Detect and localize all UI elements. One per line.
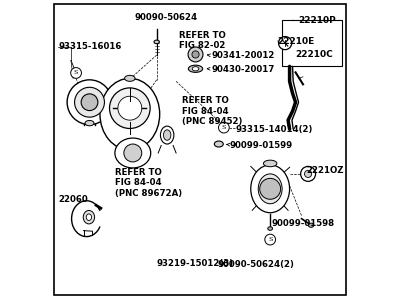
Text: REFER TO
FIG 84-04
(PNC 89672A): REFER TO FIG 84-04 (PNC 89672A) — [115, 168, 182, 198]
Circle shape — [67, 80, 112, 124]
Ellipse shape — [86, 214, 92, 220]
Text: 22060: 22060 — [58, 195, 88, 204]
Text: 90099-01599: 90099-01599 — [230, 141, 293, 150]
Ellipse shape — [160, 126, 174, 144]
Ellipse shape — [258, 174, 282, 204]
Circle shape — [188, 47, 203, 62]
Circle shape — [110, 88, 150, 128]
Circle shape — [81, 94, 98, 111]
Circle shape — [192, 51, 199, 58]
Circle shape — [118, 96, 142, 120]
Text: S: S — [222, 125, 226, 130]
Text: 93219-15012(3): 93219-15012(3) — [157, 259, 234, 268]
Text: S: S — [74, 70, 78, 76]
Ellipse shape — [188, 65, 203, 72]
Text: 93315-14014(2): 93315-14014(2) — [236, 124, 313, 134]
Ellipse shape — [214, 141, 223, 147]
Ellipse shape — [164, 130, 171, 140]
Circle shape — [278, 37, 292, 50]
Ellipse shape — [268, 227, 272, 230]
Text: 90341-20012: 90341-20012 — [212, 51, 275, 60]
Ellipse shape — [251, 165, 290, 213]
Circle shape — [71, 68, 82, 78]
Text: REFER TO
FIG 82-02: REFER TO FIG 82-02 — [179, 31, 226, 50]
Ellipse shape — [100, 78, 160, 150]
Ellipse shape — [192, 67, 199, 71]
Ellipse shape — [264, 160, 277, 167]
Ellipse shape — [308, 223, 314, 227]
Ellipse shape — [125, 75, 135, 81]
Text: REFER TO
FIG 84-04
(PNC 89452): REFER TO FIG 84-04 (PNC 89452) — [182, 96, 242, 126]
Circle shape — [218, 122, 229, 133]
Circle shape — [260, 178, 281, 199]
Circle shape — [301, 167, 316, 182]
Text: 22210P: 22210P — [298, 16, 336, 25]
Text: 93315-16016: 93315-16016 — [58, 43, 122, 52]
Ellipse shape — [83, 211, 94, 224]
Text: 2221OZ: 2221OZ — [306, 167, 344, 176]
Circle shape — [304, 170, 312, 178]
Text: 22210C: 22210C — [296, 50, 333, 59]
Circle shape — [265, 234, 276, 245]
Text: 90090-50624: 90090-50624 — [134, 13, 197, 22]
Text: 90099-01598: 90099-01598 — [272, 219, 335, 228]
Text: S: S — [268, 237, 272, 242]
Text: 90090-50624(2): 90090-50624(2) — [218, 260, 295, 269]
Bar — [282, 20, 342, 66]
Ellipse shape — [85, 120, 94, 126]
Circle shape — [74, 87, 104, 117]
Ellipse shape — [115, 138, 151, 168]
Circle shape — [124, 144, 142, 162]
Text: 22210E: 22210E — [278, 37, 315, 46]
Text: 90430-20017: 90430-20017 — [212, 65, 275, 74]
Ellipse shape — [154, 40, 159, 44]
